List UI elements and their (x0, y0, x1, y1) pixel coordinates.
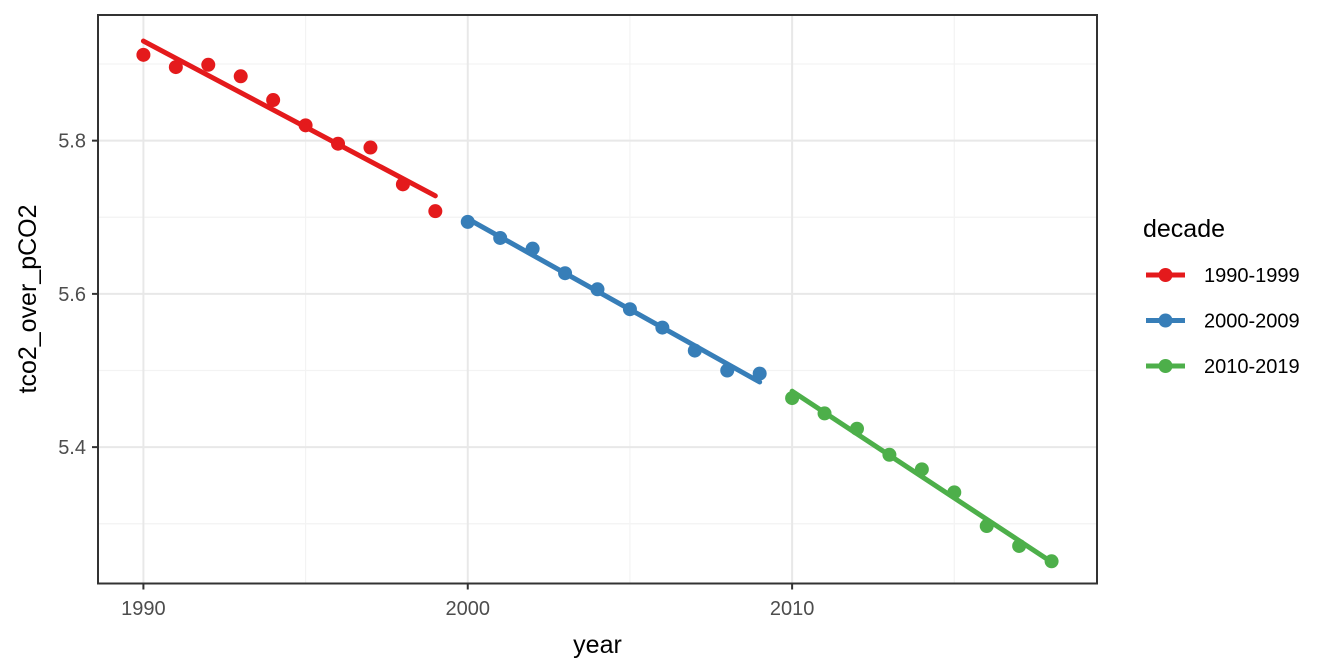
legend-key-point-1990-1999 (1158, 268, 1173, 282)
y-tick-label-5.8: 5.8 (58, 131, 86, 153)
legend-key-point-2000-2009 (1158, 313, 1173, 328)
plot-panel-border (97, 14, 1098, 585)
x-tick-label-2000: 2000 (446, 598, 491, 620)
legend-label-1990-1999: 1990-1999 (1204, 265, 1300, 287)
series-2000-2009 (460, 214, 767, 385)
y-tick-label-5.4: 5.4 (58, 437, 86, 459)
y-tick-label-5.6: 5.6 (58, 284, 86, 306)
trend-line-1990-1999 (140, 38, 438, 199)
point-1990-1999-1993 (233, 69, 248, 84)
point-1990-1999-1992 (201, 57, 216, 72)
point-1990-1999-1999 (428, 204, 443, 219)
plot-panel-background (98, 15, 1097, 584)
axis-tick-marks (92, 139, 794, 590)
axis-tick-labels: 1990 2000 2010 5.4 5.6 5.8 (58, 131, 814, 620)
legend-label-2000-2009: 2000-2009 (1204, 311, 1300, 333)
legend-title: decade (1143, 215, 1225, 243)
x-tick-label-2010: 2010 (770, 598, 815, 620)
series-1990-1999 (136, 38, 443, 219)
point-1990-1999-1990 (136, 47, 151, 62)
point-1990-1999-1994 (266, 93, 281, 108)
point-1990-1999-1991 (168, 60, 183, 75)
legend-item-1990-1999: 1990-1999 (1146, 265, 1300, 287)
trend-line-2000-2009 (465, 216, 763, 385)
legend-item-2010-2019: 2010-2019 (1146, 356, 1300, 378)
legend: decade 1990-1999 2000-2009 2010-2019 (1143, 215, 1300, 378)
legend-label-2010-2019: 2010-2019 (1204, 356, 1300, 378)
minor-gridlines (98, 15, 1097, 584)
x-axis-title: year (573, 631, 622, 659)
series-2010-2019 (785, 388, 1059, 569)
y-axis-title: tco2_over_pCO2 (14, 204, 42, 393)
legend-items: 1990-1999 2000-2009 2010-2019 (1146, 265, 1300, 378)
point-2000-2009-2009 (752, 366, 767, 381)
legend-item-2000-2009: 2000-2009 (1146, 311, 1300, 333)
x-tick-label-1990: 1990 (121, 598, 166, 620)
data-series-layer (136, 38, 1059, 569)
trend-line-2010-2019 (789, 388, 1055, 565)
point-1990-1999-1997 (363, 140, 378, 155)
legend-key-point-2010-2019 (1158, 359, 1173, 373)
